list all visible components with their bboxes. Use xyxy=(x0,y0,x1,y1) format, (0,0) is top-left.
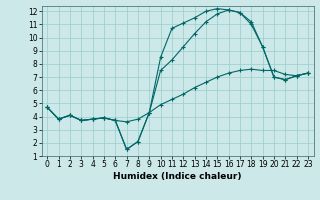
X-axis label: Humidex (Indice chaleur): Humidex (Indice chaleur) xyxy=(113,172,242,181)
